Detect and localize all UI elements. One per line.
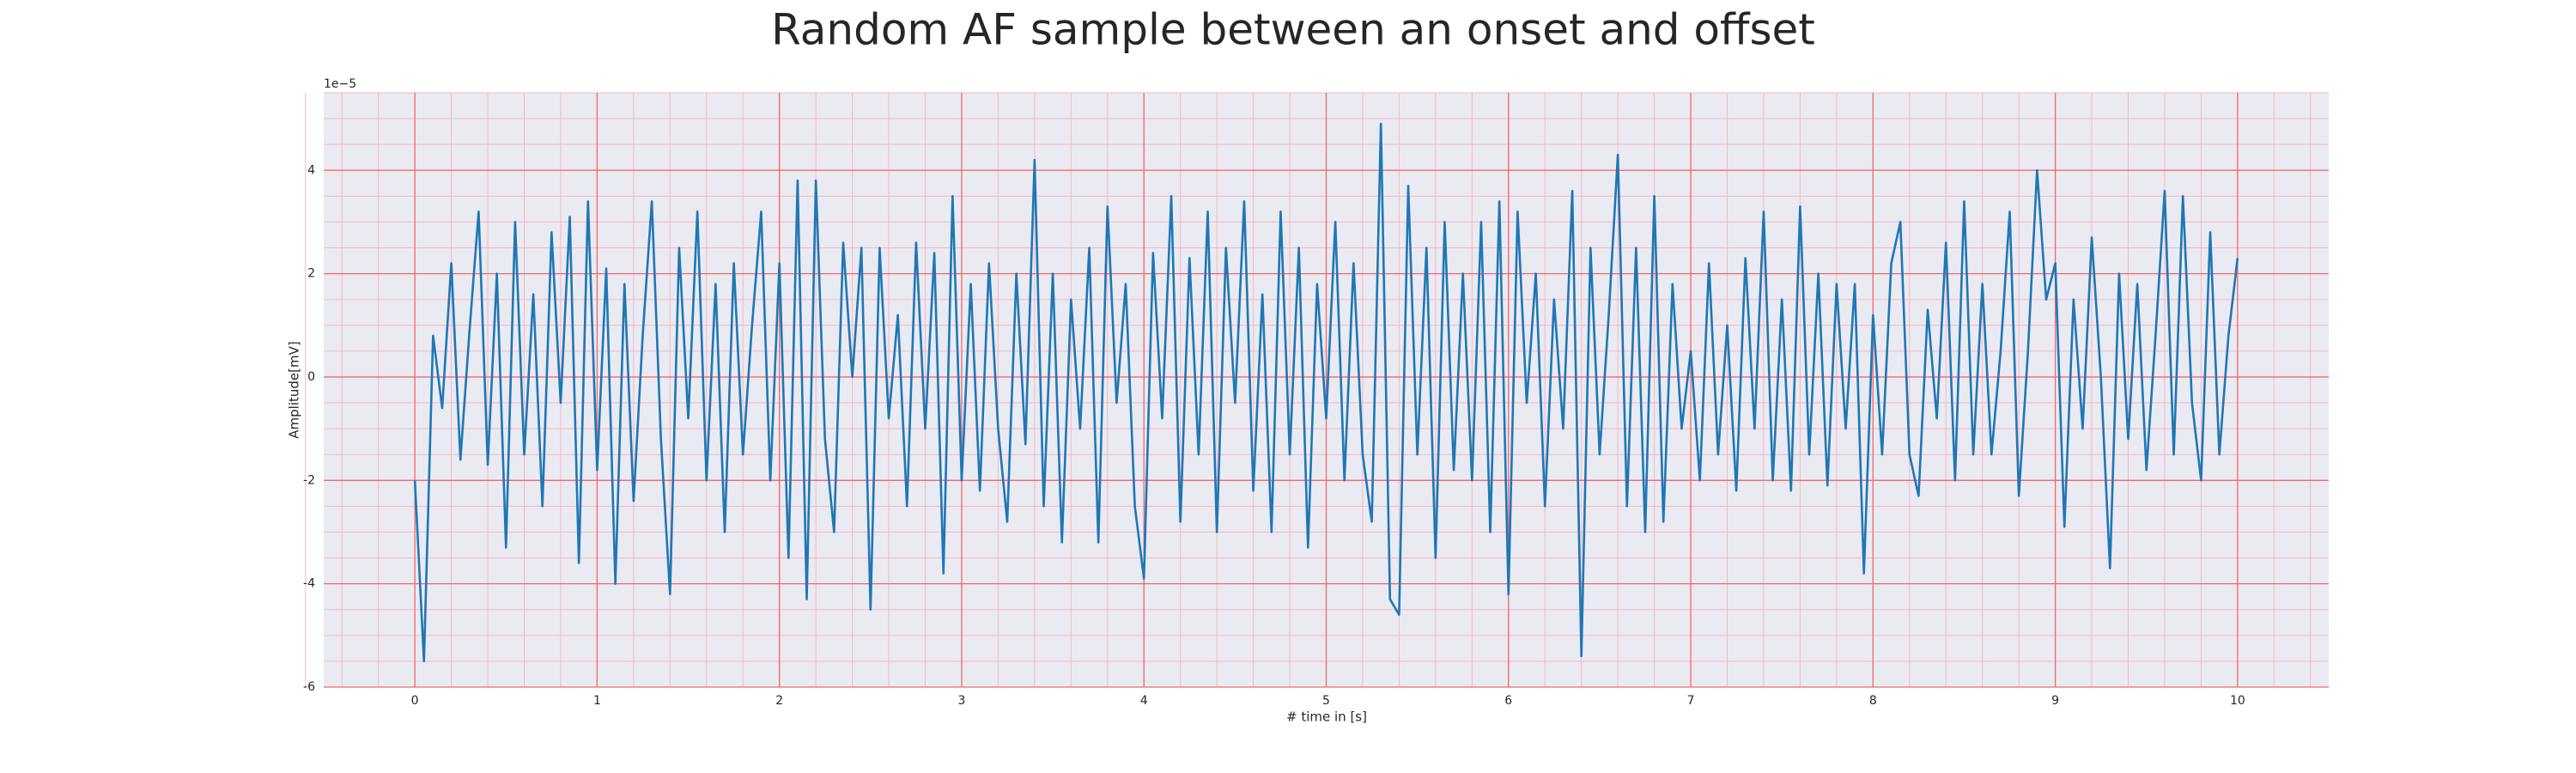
y-tick-label: -4: [303, 577, 315, 591]
x-tick-label: 3: [957, 694, 965, 708]
x-tick-label: 4: [1140, 694, 1148, 708]
y-tick-label: -2: [303, 473, 315, 487]
x-tick-label: 2: [775, 694, 783, 708]
x-tick-label: 6: [1504, 694, 1512, 708]
y-tick-label: 2: [307, 267, 315, 281]
x-axis-label: # time in [s]: [1286, 709, 1367, 725]
y-axis-label: Amplitude[mV]: [287, 341, 302, 438]
x-tick-label: 5: [1322, 694, 1330, 708]
y-tick-label: 0: [307, 370, 315, 384]
x-tick-label: 7: [1687, 694, 1695, 708]
y-tick-label: -6: [303, 680, 315, 694]
x-tick-label: 0: [411, 694, 419, 708]
x-tick-label: 10: [2230, 694, 2245, 708]
y-tick-label: 4: [307, 163, 315, 177]
x-tick-label: 9: [2051, 694, 2059, 708]
x-tick-label: 1: [593, 694, 601, 708]
x-tick-label: 8: [1869, 694, 1877, 708]
chart-title: Random AF sample between an onset and of…: [771, 5, 1815, 55]
y-offset-label: 1e−5: [324, 77, 356, 91]
data-line: [413, 122, 2239, 663]
